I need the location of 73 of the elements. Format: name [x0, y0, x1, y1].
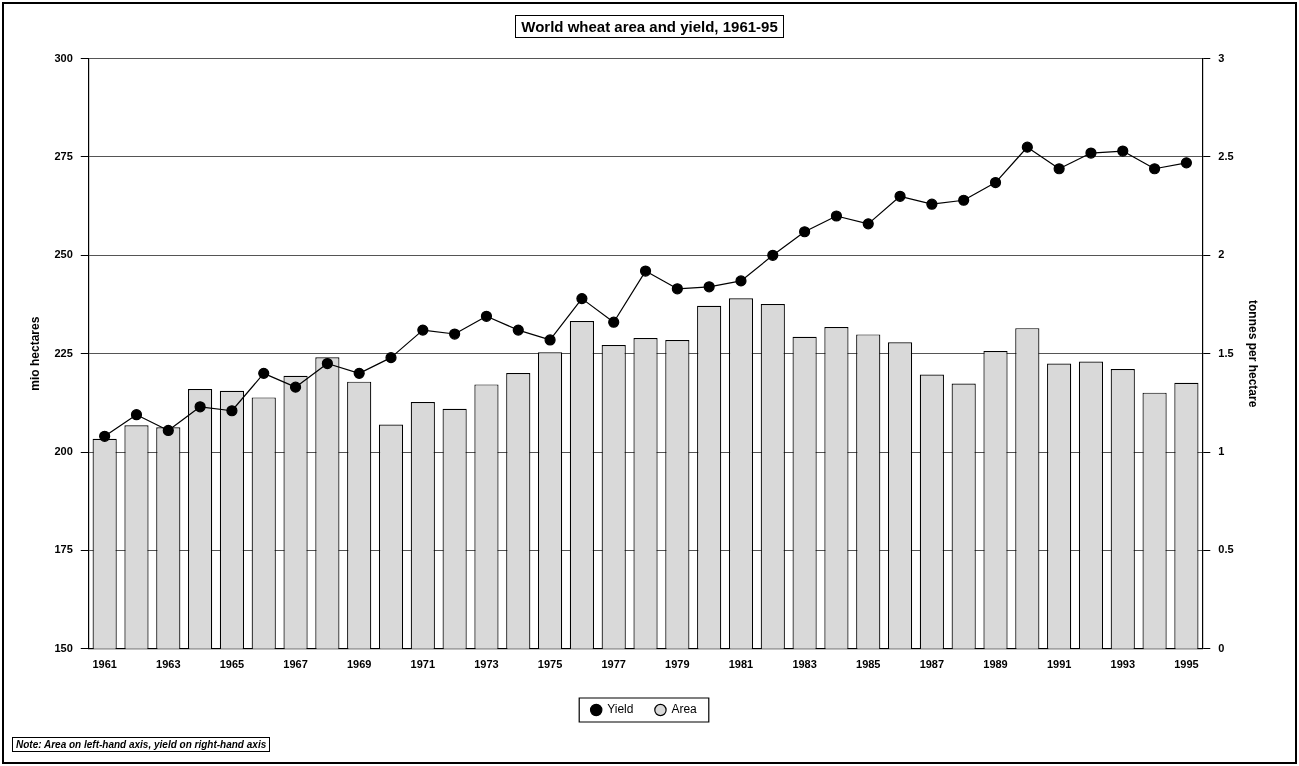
point — [1148, 163, 1161, 175]
y-tick-label: 175 — [54, 543, 73, 556]
point — [162, 424, 174, 437]
y2-axis-title: tonnes per hectare — [1246, 300, 1261, 408]
point — [449, 328, 461, 340]
point — [1180, 157, 1192, 169]
x-tick-label: 1971 — [410, 658, 436, 671]
x-tick-label: 1981 — [728, 658, 754, 671]
point — [194, 401, 206, 413]
x-tick-label: 1965 — [219, 658, 245, 671]
y-axis-title: mio hectares — [27, 316, 42, 391]
point — [639, 265, 652, 277]
x-tick-label: 1979 — [665, 658, 690, 671]
x-tick-label: 1969 — [346, 658, 372, 671]
y-tick-label: 200 — [54, 445, 73, 458]
point — [417, 324, 429, 336]
x-tick-label: 1975 — [537, 658, 563, 671]
x-tick-label: 1977 — [601, 658, 626, 671]
y2-tick-label: 1 — [1218, 445, 1225, 458]
point — [799, 226, 811, 238]
point — [130, 409, 143, 421]
y-tick-label: 150 — [54, 641, 73, 654]
point — [385, 352, 397, 364]
x-tick-label: 1987 — [919, 658, 945, 671]
legend-label: Area — [671, 702, 698, 717]
point — [830, 210, 843, 222]
y2-tick-label: 2.5 — [1218, 150, 1234, 162]
point — [1085, 147, 1097, 159]
y-tick-label: 250 — [54, 248, 73, 261]
x-tick-label: 1961 — [92, 658, 117, 671]
point — [1021, 141, 1033, 153]
y-tick-label: 225 — [54, 346, 73, 359]
point — [671, 283, 683, 295]
y2-tick-label: 0 — [1218, 641, 1225, 654]
y-tick-label: 300 — [54, 51, 73, 64]
legend-label: Yield — [607, 702, 634, 717]
x-tick-label: 1991 — [1046, 658, 1072, 671]
point — [480, 310, 493, 322]
y2-tick-label: 3 — [1218, 51, 1225, 64]
point — [512, 324, 524, 336]
point — [703, 281, 715, 293]
x-tick-label: 1995 — [1174, 658, 1199, 671]
point — [258, 367, 270, 379]
point — [735, 275, 747, 287]
point — [99, 430, 111, 442]
point — [1053, 163, 1065, 175]
point — [353, 367, 365, 379]
y2-tick-label: 1.5 — [1218, 346, 1234, 359]
point — [226, 405, 238, 417]
point — [608, 316, 620, 328]
point — [989, 176, 1002, 189]
x-tick-label: 1985 — [856, 658, 881, 671]
y2-tick-label: 0.5 — [1218, 543, 1234, 556]
y2-tick-label: 2 — [1218, 248, 1225, 261]
point — [767, 249, 779, 261]
point — [862, 218, 874, 230]
y-tick-label: 275 — [54, 150, 73, 162]
point — [321, 357, 333, 370]
x-tick-label: 1967 — [283, 658, 308, 671]
x-tick-label: 1993 — [1110, 658, 1136, 671]
point — [544, 334, 556, 346]
chart-title: World wheat area and yield, 1961-95 — [515, 15, 784, 38]
point — [289, 381, 302, 393]
x-tick-label: 1983 — [792, 658, 817, 671]
x-tick-label: 1973 — [474, 658, 499, 671]
point — [958, 194, 970, 206]
point — [576, 293, 588, 305]
text: Note: Area on left-hand axis, yield on right-hand axis — [12, 737, 271, 752]
x-tick-label: 1989 — [983, 658, 1008, 671]
point — [894, 190, 906, 202]
point — [1117, 145, 1129, 157]
point — [926, 198, 938, 210]
x-tick-label: 1963 — [156, 658, 181, 671]
